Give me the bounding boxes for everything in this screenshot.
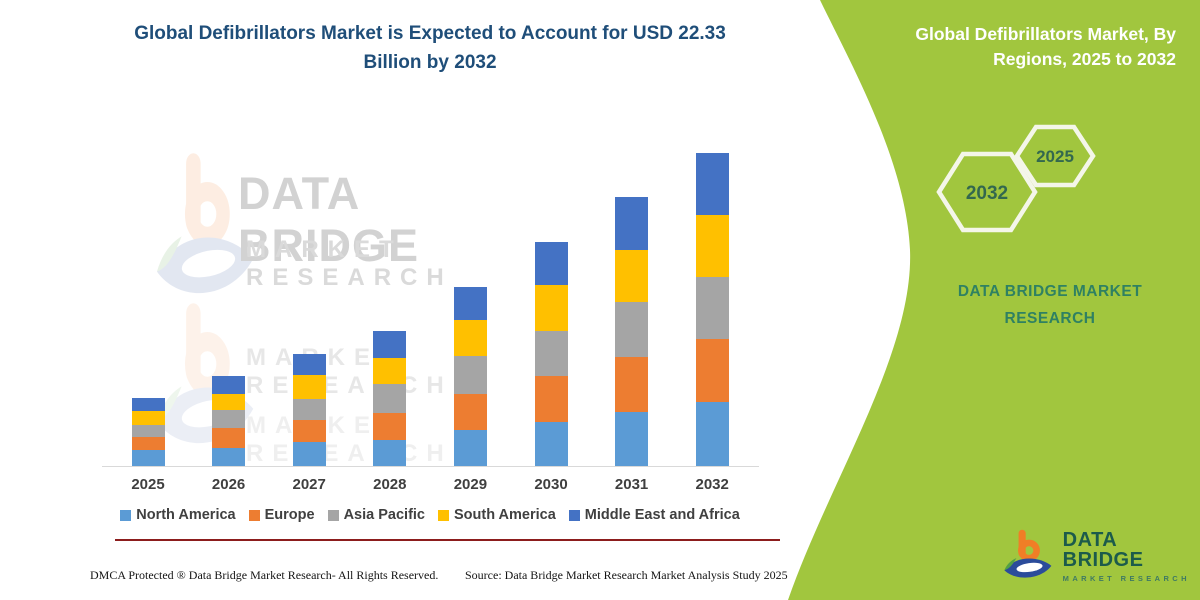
data-bridge-logo-icon bbox=[1000, 528, 1055, 584]
bar-segment bbox=[695, 277, 729, 340]
bar-segment bbox=[534, 422, 568, 466]
bar-segment bbox=[131, 410, 165, 425]
bar-segment bbox=[131, 424, 165, 438]
bar-segment bbox=[373, 357, 407, 385]
bar-segment bbox=[695, 339, 729, 403]
legend-label: North America bbox=[136, 507, 236, 523]
plot-area bbox=[100, 137, 760, 467]
bar-2029 bbox=[453, 286, 487, 466]
legend: North America Europe Asia Pacific South Ame… bbox=[90, 507, 770, 523]
bar-segment bbox=[534, 242, 568, 285]
bar-segment bbox=[695, 215, 729, 278]
bar-segment bbox=[453, 286, 487, 320]
footer-source-text: Source: Data Bridge Market Research Mark… bbox=[465, 568, 788, 582]
legend-label: Asia Pacific bbox=[343, 507, 425, 523]
x-axis-label: 2029 bbox=[453, 476, 488, 493]
bar-segment bbox=[453, 356, 487, 394]
bar-2028 bbox=[373, 331, 407, 466]
bar-segment bbox=[212, 410, 246, 428]
bar-segment bbox=[292, 420, 326, 442]
bar-segment bbox=[373, 440, 407, 466]
bar-segment bbox=[615, 250, 649, 303]
hexagon-2032-label: 2032 bbox=[966, 183, 1008, 204]
bar-segment bbox=[453, 429, 487, 466]
footer-dmca-text: DMCA Protected ® Data Bridge Market Rese… bbox=[90, 568, 439, 582]
bar-segment bbox=[292, 399, 326, 421]
bar-2026 bbox=[212, 376, 246, 466]
bar-segment bbox=[292, 353, 326, 376]
x-axis-label: 2025 bbox=[131, 476, 165, 493]
bar-2025 bbox=[131, 397, 165, 466]
bar-segment bbox=[212, 447, 246, 466]
bar-segment bbox=[534, 284, 568, 331]
bar-segment bbox=[373, 384, 407, 413]
bar-segment bbox=[212, 427, 246, 448]
logo-name: DATA BRIDGE bbox=[1062, 528, 1144, 571]
legend-swatch bbox=[248, 509, 260, 521]
x-axis-label: 2031 bbox=[614, 476, 649, 493]
bar-segment bbox=[453, 319, 487, 357]
bar-2032 bbox=[695, 153, 729, 466]
bar-segment bbox=[695, 153, 729, 216]
panel-brand-text: DATA BRIDGE MARKET RESEARCH bbox=[957, 283, 1143, 328]
legend-label: Middle East and Africa bbox=[584, 507, 740, 523]
bar-segment bbox=[131, 397, 165, 411]
bar-segment bbox=[212, 376, 246, 394]
bar-2027 bbox=[292, 353, 326, 466]
bar-segment bbox=[615, 412, 649, 466]
legend-item: Middle East and Africa bbox=[568, 507, 740, 523]
logo-tagline: MARKET RESEARCH bbox=[1062, 573, 1190, 583]
x-axis-label: 2027 bbox=[292, 476, 326, 493]
bar-segment bbox=[131, 437, 165, 450]
legend-swatch bbox=[438, 509, 449, 521]
brand-logo: DATA BRIDGE MARKET RESEARCH bbox=[1000, 528, 1200, 584]
bar-segment bbox=[212, 393, 246, 411]
bar-segment bbox=[534, 330, 568, 376]
bar-segment bbox=[373, 331, 407, 358]
watermark-text: MARKET RESEARCH bbox=[246, 236, 453, 291]
bar-segment bbox=[615, 196, 649, 251]
panel-title: Global Defibrillators Market, By Regions… bbox=[915, 24, 1176, 69]
legend-item: Europe bbox=[248, 507, 315, 523]
x-axis-label: 2026 bbox=[211, 476, 246, 493]
hexagon-2025-label: 2025 bbox=[1036, 147, 1074, 166]
bar-segment bbox=[615, 302, 649, 358]
legend-label: South America bbox=[454, 507, 556, 523]
x-axis-label: 2028 bbox=[373, 476, 407, 493]
legend-swatch bbox=[120, 509, 132, 521]
legend-swatch bbox=[568, 509, 580, 521]
bar-segment bbox=[615, 357, 649, 413]
legend-item: Asia Pacific bbox=[327, 507, 425, 523]
bar-segment bbox=[131, 450, 165, 466]
page-title: Global Defibrillators Market is Expected… bbox=[134, 23, 726, 73]
legend-item: North America bbox=[120, 507, 236, 523]
legend-item: South America bbox=[438, 507, 556, 523]
bar-2031 bbox=[615, 196, 649, 466]
x-axis-line bbox=[102, 466, 759, 467]
bar-segment bbox=[695, 402, 729, 466]
bar-segment bbox=[534, 375, 568, 423]
legend-label: Europe bbox=[264, 507, 315, 523]
footer-divider bbox=[115, 539, 780, 541]
x-axis-label: 2030 bbox=[534, 476, 568, 493]
bar-segment bbox=[292, 441, 326, 466]
x-axis-labels: 2025 2026 2027 2028 2029 2030 2031 2032 bbox=[100, 476, 760, 496]
legend-swatch bbox=[327, 509, 339, 521]
watermark-text: DATA BRIDGE bbox=[238, 168, 420, 271]
bar-2030 bbox=[534, 242, 568, 466]
x-axis-label: 2032 bbox=[695, 476, 729, 493]
hexagon-years: 2032 2025 bbox=[936, 124, 1096, 233]
bar-segment bbox=[292, 375, 326, 400]
bar-segment bbox=[373, 412, 407, 441]
bar-segment bbox=[453, 393, 487, 430]
